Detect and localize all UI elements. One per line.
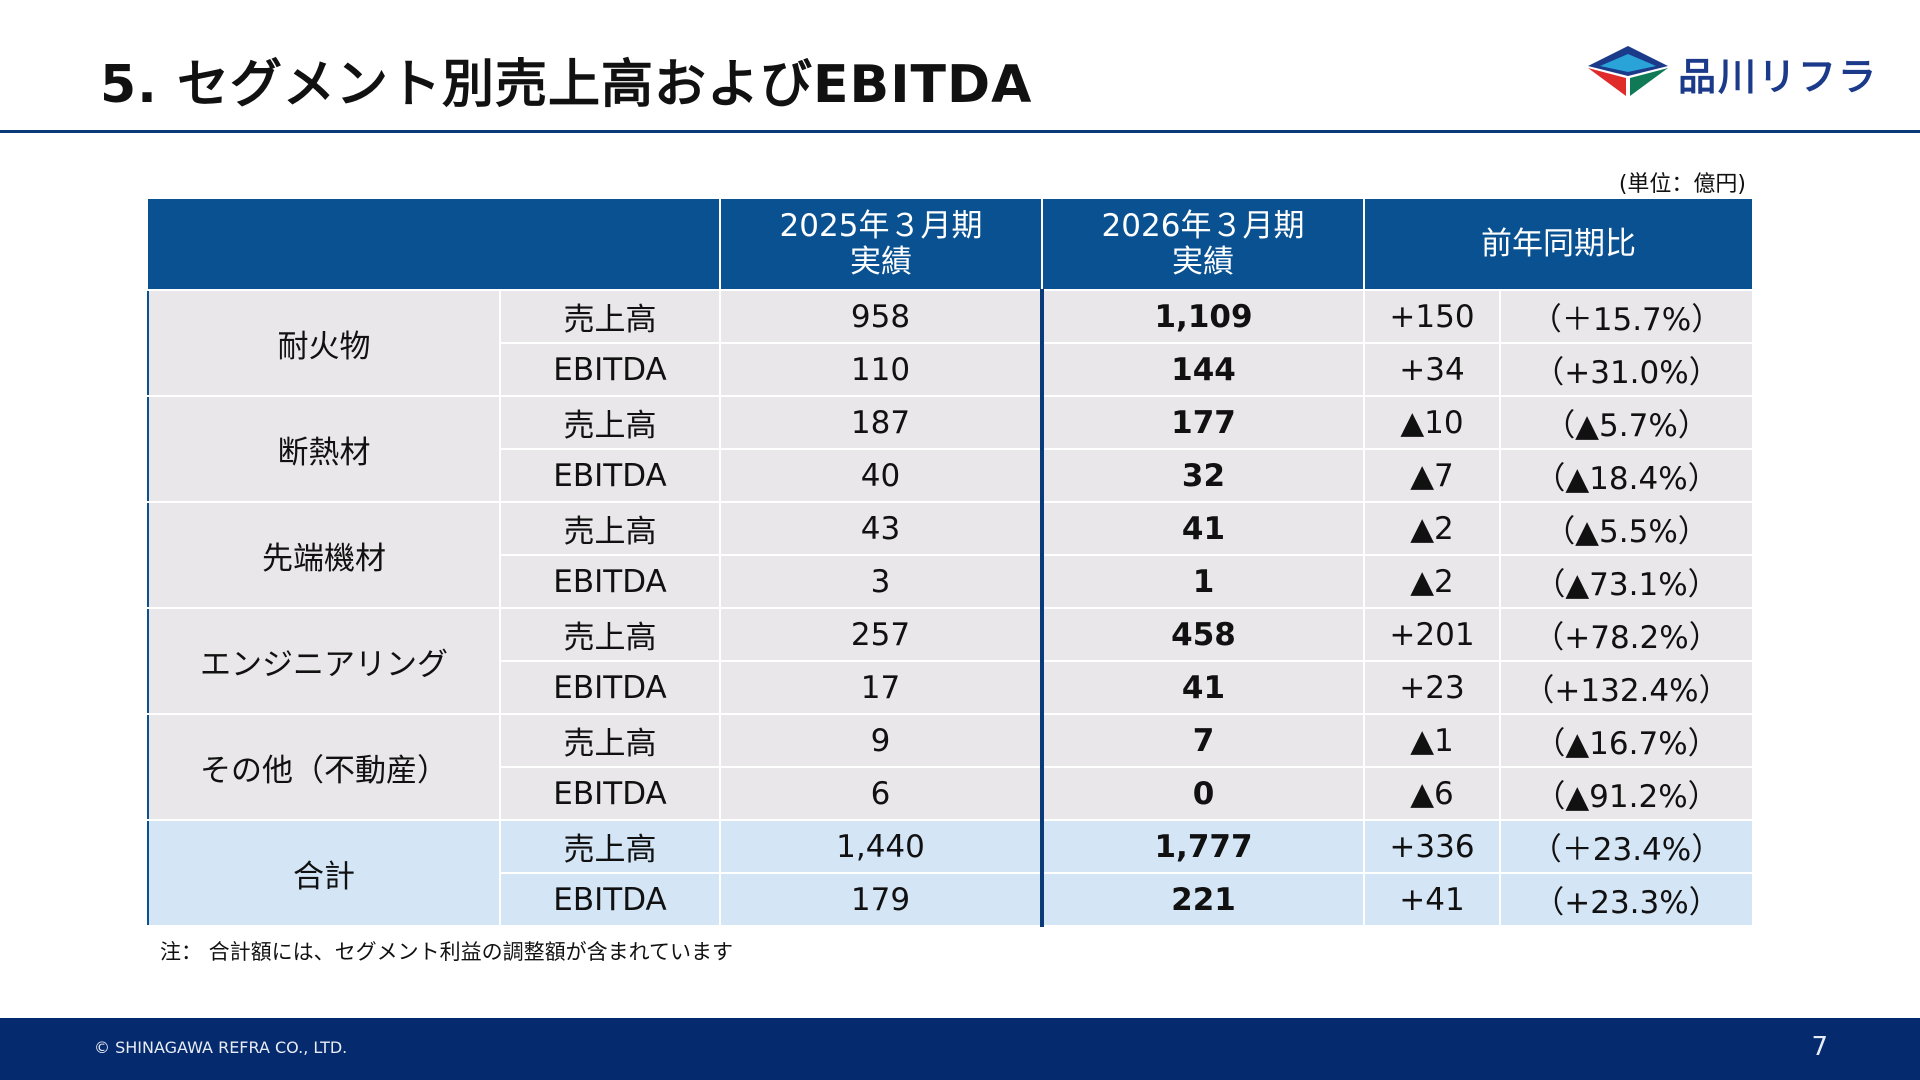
value-diff: +201 [1364,608,1501,662]
value-fy2025: 40 [720,449,1043,503]
logo-text: 品川リフラ [1678,55,1879,99]
value-fy2026: 41 [1040,502,1365,556]
item-label: EBITDA [500,343,721,397]
table-row: その他（不動産） 売上高 9 7 ▲1 （▲16.7%） [147,714,1754,821]
value-diff: ▲6 [1364,767,1501,821]
item-label: 売上高 [500,502,721,556]
item-label: 売上高 [500,714,721,768]
value-fy2026: 1,777 [1040,820,1365,874]
value-pct: （＋23.4%） [1500,820,1754,874]
value-diff: ▲1 [1364,714,1501,768]
table-row: 耐火物 売上高 958 1,109 +150 （＋15.7%） [147,290,1754,397]
table-row: EBITDA 6 0 ▲6 （▲91.2%） [148,767,1754,821]
item-label: 売上高 [500,290,721,344]
value-pct: （▲16.7%） [1500,714,1754,768]
value-fy2025: 110 [720,343,1043,397]
item-label: EBITDA [500,661,721,715]
table-row: エンジニアリング 売上高 257 458 +201 （+78.2%） [147,608,1754,715]
item-label: EBITDA [500,449,721,503]
item-label: EBITDA [500,767,721,821]
value-pct: （+78.2%） [1500,608,1754,662]
table-row: 先端機材 売上高 43 41 ▲2 （▲5.5%） [147,502,1754,609]
header-fy2025-line1: 2025年３月期 [779,208,983,244]
value-diff: +23 [1364,661,1501,715]
header-yoy: 前年同期比 [1364,199,1754,291]
value-diff: ▲7 [1364,449,1501,503]
total-row: 合計 売上高 1,440 1,777 +336 （＋23.4%） [147,820,1754,927]
value-fy2025: 17 [720,661,1043,715]
unit-label: (単位：億円) [1618,172,1746,197]
value-diff: +150 [1364,290,1501,344]
value-pct: （+23.3%） [1500,873,1754,927]
value-diff: ▲2 [1364,555,1501,609]
value-diff: +34 [1364,343,1501,397]
total-label: 合計 [147,820,501,927]
value-fy2025: 257 [720,608,1043,662]
value-pct: （+31.0%） [1500,343,1754,397]
value-fy2025: 187 [720,396,1043,450]
header-fy2025: 2025年３月期 実績 [720,199,1043,291]
table-row: EBITDA 40 32 ▲7 （▲18.4%） [148,449,1754,503]
table-row: EBITDA 110 144 +34 （+31.0%） [148,343,1754,397]
value-fy2026: 1 [1040,555,1365,609]
item-label: 売上高 [500,396,721,450]
header-fy2026-line1: 2026年３月期 [1101,208,1305,244]
item-label: 売上高 [500,608,721,662]
segment-name: 先端機材 [147,502,501,609]
value-fy2026: 458 [1040,608,1365,662]
value-diff: ▲2 [1364,502,1501,556]
value-fy2025: 179 [720,873,1043,927]
table-row: EBITDA 17 41 +23 （+132.4%） [148,661,1754,715]
item-label: 売上高 [500,820,721,874]
value-fy2025: 9 [720,714,1043,768]
value-pct: （▲5.5%） [1500,502,1754,556]
value-diff: ▲10 [1364,396,1501,450]
value-pct: （＋15.7%） [1500,290,1754,344]
segment-name: エンジニアリング [147,608,501,715]
value-fy2025: 958 [720,290,1043,344]
total-row: EBITDA 179 221 +41 （+23.3%） [148,873,1754,927]
item-label: EBITDA [500,873,721,927]
value-pct: （▲91.2%） [1500,767,1754,821]
value-fy2026: 7 [1040,714,1365,768]
header-fy2026: 2026年３月期 実績 [1042,199,1365,291]
company-logo: 品川リフラ [1586,42,1876,99]
table-row: 断熱材 売上高 187 177 ▲10 （▲5.7%） [147,396,1754,503]
copyright-text: © SHINAGAWA REFRA CO., LTD. [94,1038,348,1057]
logo-mark-icon [1588,46,1668,96]
value-fy2025: 43 [720,502,1043,556]
item-label: EBITDA [500,555,721,609]
value-fy2026: 32 [1040,449,1365,503]
page-title: 5. セグメント別売上高およびEBITDA [100,55,1033,115]
value-pct: （▲18.4%） [1500,449,1754,503]
value-fy2025: 6 [720,767,1043,821]
value-fy2026: 177 [1040,396,1365,450]
page-number: 7 [1811,1032,1828,1062]
value-diff: +41 [1364,873,1501,927]
value-diff: +336 [1364,820,1501,874]
footer-bar: © SHINAGAWA REFRA CO., LTD. 7 [0,1018,1920,1080]
header-blank [148,199,721,291]
title-divider [0,130,1920,133]
segment-name: 断熱材 [147,396,501,503]
value-pct: （▲5.7%） [1500,396,1754,450]
value-fy2026: 1,109 [1040,290,1365,344]
segment-name: 耐火物 [147,290,501,397]
value-fy2026: 0 [1040,767,1365,821]
value-fy2025: 1,440 [720,820,1043,874]
value-pct: （▲73.1%） [1500,555,1754,609]
value-fy2026: 41 [1040,661,1365,715]
header-fy2026-line2: 実績 [1172,244,1234,280]
value-fy2026: 221 [1040,873,1365,927]
value-fy2025: 3 [720,555,1043,609]
value-pct: （+132.4%） [1500,661,1754,715]
value-fy2026: 144 [1040,343,1365,397]
header-fy2025-line2: 実績 [850,244,912,280]
footnote: 注： 合計額には、セグメント利益の調整額が含まれています [160,940,734,964]
table-row: EBITDA 3 1 ▲2 （▲73.1%） [148,555,1754,609]
segment-table: 2025年３月期 実績 2026年３月期 実績 前年同期比 耐火物 売上高 95… [147,199,1754,927]
segment-name: その他（不動産） [147,714,501,821]
